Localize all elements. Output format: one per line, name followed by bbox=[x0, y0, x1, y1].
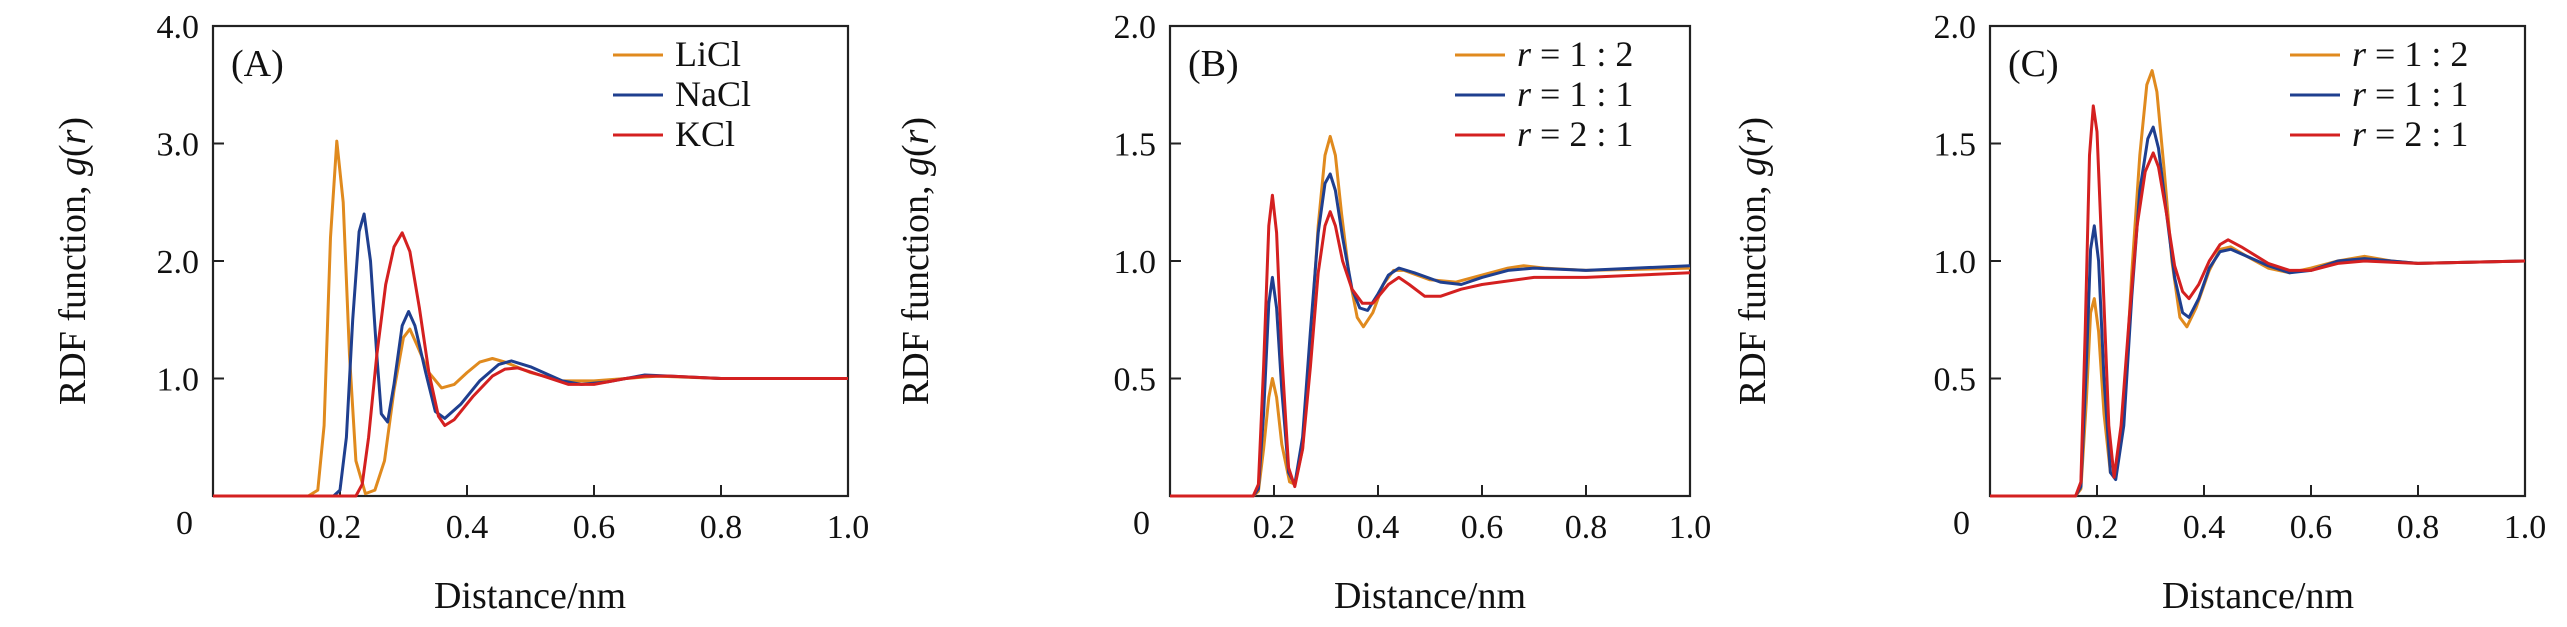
x-tick-label: 0.2 bbox=[2076, 509, 2119, 546]
y-axis-label: RDF function, g(r) bbox=[895, 117, 937, 405]
y-tick-label: 1.0 bbox=[157, 362, 200, 399]
y-tick-label: 2.0 bbox=[1114, 9, 1157, 46]
panel-label: (A) bbox=[231, 43, 284, 85]
legend-entry: NaCl bbox=[675, 74, 751, 114]
x-tick-label: 0.6 bbox=[573, 509, 616, 546]
x-axis-label: Distance/nm bbox=[1334, 575, 1526, 617]
legend-entry: r = 2 : 1 bbox=[2352, 114, 2468, 154]
x-tick-label: 1.0 bbox=[2504, 509, 2547, 546]
y-tick-label: 1.0 bbox=[1114, 244, 1157, 281]
y-tick-label: 4.0 bbox=[157, 9, 200, 46]
origin-label: 0 bbox=[1133, 505, 1150, 542]
x-tick-label: 0.2 bbox=[1253, 509, 1296, 546]
x-tick-label: 0.4 bbox=[2183, 509, 2226, 546]
y-tick-label: 1.0 bbox=[1934, 244, 1977, 281]
legend-entry: r = 2 : 1 bbox=[1517, 114, 1633, 154]
x-tick-label: 1.0 bbox=[827, 509, 870, 546]
y-axis-label: RDF function, g(r) bbox=[52, 117, 94, 405]
x-tick-label: 0.6 bbox=[1461, 509, 1504, 546]
panel-label: (B) bbox=[1188, 43, 1239, 85]
legend-entry: r = 1 : 1 bbox=[2352, 74, 2468, 114]
x-tick-label: 1.0 bbox=[1669, 509, 1712, 546]
legend-entry: LiCl bbox=[675, 34, 741, 74]
legend-entry: r = 1 : 2 bbox=[2352, 34, 2468, 74]
x-tick-label: 0.8 bbox=[2397, 509, 2440, 546]
series-line-3 bbox=[1170, 193, 1691, 498]
series-line-2 bbox=[1990, 125, 2526, 498]
panel-b: 0.2 0.4 0.6 0.8 1.0 0.5 1.0 1.5 2.0 0 Distance/nm R… bbox=[895, 9, 1711, 617]
x-tick-label: 0.8 bbox=[1565, 509, 1608, 546]
series-line-3 bbox=[213, 231, 848, 498]
legend-entry: r = 1 : 2 bbox=[1517, 34, 1633, 74]
x-tick-label: 0.4 bbox=[1357, 509, 1400, 546]
panel-label: (C) bbox=[2008, 43, 2059, 85]
series-line-1 bbox=[213, 139, 848, 498]
legend-entry: KCl bbox=[675, 114, 735, 154]
origin-label: 0 bbox=[176, 505, 193, 542]
y-tick-label: 2.0 bbox=[157, 244, 200, 281]
x-tick-label: 0.4 bbox=[446, 509, 489, 546]
y-axis-label: RDF function, g(r) bbox=[1732, 117, 1774, 405]
y-tick-label: 0.5 bbox=[1934, 362, 1977, 399]
y-tick-label: 3.0 bbox=[157, 127, 200, 164]
y-tick-label: 1.5 bbox=[1934, 127, 1977, 164]
y-tick-label: 2.0 bbox=[1934, 9, 1977, 46]
x-tick-label: 0.2 bbox=[319, 509, 362, 546]
panel-a: 0.2 0.4 0.6 0.8 1.0 1.0 2.0 3.0 4.0 0 Distance/nm R… bbox=[52, 9, 869, 617]
series-line-3 bbox=[1990, 104, 2526, 498]
y-tick-label: 0.5 bbox=[1114, 362, 1157, 399]
x-tick-label: 0.8 bbox=[700, 509, 743, 546]
series-line-2 bbox=[213, 212, 848, 498]
panel-c: 0.2 0.4 0.6 0.8 1.0 0.5 1.0 1.5 2.0 0 Distance/nm R… bbox=[1732, 9, 2546, 617]
origin-label: 0 bbox=[1953, 505, 1970, 542]
plot-frame bbox=[211, 24, 850, 498]
legend-entry: r = 1 : 1 bbox=[1517, 74, 1633, 114]
x-tick-label: 0.6 bbox=[2290, 509, 2333, 546]
x-axis-label: Distance/nm bbox=[2162, 575, 2354, 617]
x-axis-label: Distance/nm bbox=[434, 575, 626, 617]
y-tick-label: 1.5 bbox=[1114, 127, 1157, 164]
series-line-2 bbox=[1170, 172, 1691, 498]
series-line-1 bbox=[1170, 134, 1691, 498]
